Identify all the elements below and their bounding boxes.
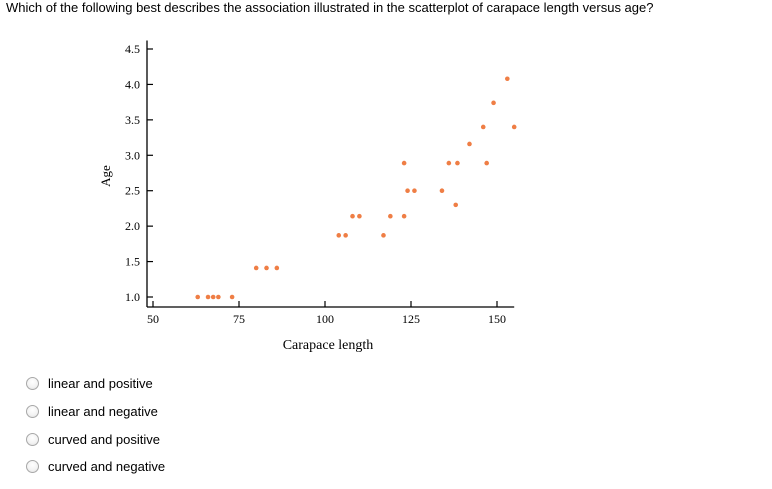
y-tick-label: 1.5 [125,255,140,269]
data-point [264,265,269,271]
data-point [343,233,348,238]
option-label: linear and positive [48,376,153,392]
data-point [336,233,342,238]
data-point [350,213,355,219]
option-label: linear and negative [48,404,158,420]
x-axis-label: Carapace length [283,338,374,353]
y-tick-label: 4.5 [125,42,140,56]
data-point [412,188,417,194]
y-axis-label: Age [98,165,113,187]
data-point [274,265,280,271]
data-point [453,202,459,208]
data-point [195,294,201,300]
y-tick-label: 1.0 [125,290,140,304]
data-point [405,188,410,194]
data-point [439,188,445,194]
data-point [467,141,472,147]
data-point [505,76,510,82]
x-tick-label: 125 [402,312,420,326]
data-point [357,213,362,219]
radio-button[interactable] [26,377,39,391]
data-point [388,213,393,219]
x-tick-label: 150 [488,312,506,326]
x-tick-label: 75 [233,312,245,326]
radio-button[interactable] [26,405,39,419]
data-point [205,294,211,300]
x-tick-label: 100 [316,312,334,326]
scatterplot-carapace-vs-age: 1.0 1.5 2.0 2.5 3.0 3.5 4.0 4.5 50 75 100 125 150 Ca… [98,40,517,353]
data-point [455,160,460,166]
data-point [381,233,386,238]
y-tick-label: 3.0 [125,148,140,162]
data-point [229,294,235,300]
y-tick-label: 3.5 [125,113,140,127]
data-point [480,124,486,130]
data-point [446,160,452,166]
option-curved-positive[interactable]: curved and positive [26,425,165,453]
y-tick-label: 2.5 [125,184,140,198]
option-linear-negative[interactable]: linear and negative [26,398,165,426]
y-tick-label: 2.0 [125,219,140,233]
option-label: curved and negative [48,459,166,475]
x-tick-label: 50 [147,312,159,326]
data-point [491,100,496,106]
y-tick-label: 4.0 [125,77,140,91]
data-point [484,160,489,166]
option-curved-negative[interactable]: curved and negative [26,453,165,481]
data-point [401,160,407,166]
radio-button[interactable] [26,460,39,474]
data-point [253,265,259,271]
axes: 1.0 1.5 2.0 2.5 3.0 3.5 4.0 4.5 50 75 100 125 150 [125,40,515,326]
option-linear-positive[interactable]: linear and positive [26,370,165,398]
data-point [511,124,517,130]
data-point [216,294,221,300]
data-point [210,294,216,300]
data-points [195,76,517,300]
question-text: Which of the following best describes th… [6,0,654,15]
radio-button[interactable] [26,432,39,446]
option-label: curved and positive [48,431,161,447]
data-point [401,213,407,219]
answer-options: linear and positive linear and negative … [26,370,165,481]
